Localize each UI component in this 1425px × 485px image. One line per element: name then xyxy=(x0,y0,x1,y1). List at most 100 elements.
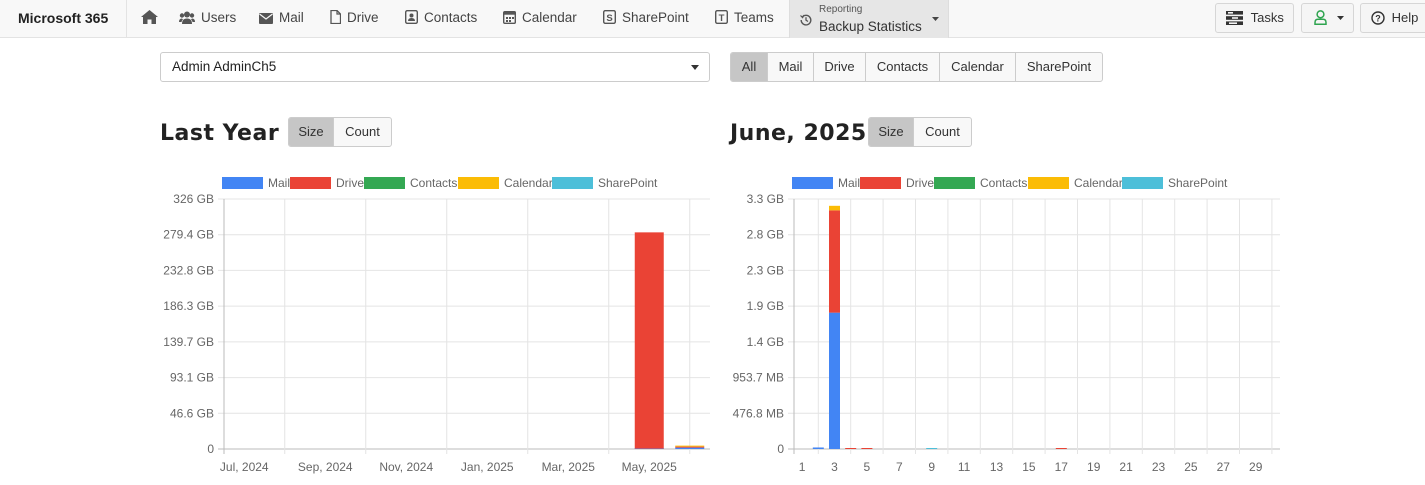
service-filter-calendar[interactable]: Calendar xyxy=(940,53,1016,81)
last-year-size-button[interactable]: Size xyxy=(289,118,334,146)
legend-item-mail[interactable]: Mail xyxy=(222,176,290,190)
home-icon xyxy=(141,10,158,24)
service-filter-drive[interactable]: Drive xyxy=(814,53,866,81)
chart-last-year: 0 46.6 GB 93.1 GB 139.7 GB 186.3 GB 232.8 GB 2… xyxy=(163,192,710,474)
user-select[interactable]: Admin AdminCh5 xyxy=(160,52,710,82)
x-tick-label: Jan, 2025 xyxy=(461,460,514,474)
file-icon xyxy=(330,9,342,25)
x-tick-label: 9 xyxy=(928,460,935,474)
y-tick-label: 476.8 MB xyxy=(733,406,784,420)
legend-item-drive[interactable]: Drive xyxy=(290,176,364,190)
nav-home[interactable] xyxy=(141,0,164,37)
x-tick-label: 3 xyxy=(831,460,838,474)
help-label: Help xyxy=(1391,10,1419,25)
nav-reporting-dropdown[interactable]: Reporting Backup Statistics xyxy=(789,0,949,38)
nav-teams[interactable]: T Teams xyxy=(714,0,774,37)
x-tick-label: 17 xyxy=(1055,460,1069,474)
service-filter-mail[interactable]: Mail xyxy=(768,53,814,81)
nav-drive-label: Drive xyxy=(347,10,379,25)
x-tick-label: Jul, 2024 xyxy=(220,460,269,474)
legend-item-contacts[interactable]: Contacts xyxy=(934,176,1027,190)
x-tick-label: 7 xyxy=(896,460,903,474)
legend-label: Drive xyxy=(906,176,935,190)
nav-calendar[interactable]: Calendar xyxy=(502,0,577,37)
y-tick-label: 326 GB xyxy=(173,192,214,206)
service-filter-contacts[interactable]: Contacts xyxy=(866,53,940,81)
tasks-icon xyxy=(1226,11,1243,25)
brand-title[interactable]: Microsoft 365 xyxy=(0,0,127,38)
legend-swatch xyxy=(1122,177,1163,189)
x-tick-label: 21 xyxy=(1119,460,1133,474)
calendar-icon xyxy=(502,11,517,25)
x-tick-label: 25 xyxy=(1184,460,1198,474)
bar-calendar xyxy=(829,205,840,211)
svg-text:T: T xyxy=(719,13,725,24)
month-count-button[interactable]: Count xyxy=(925,124,960,139)
history-icon xyxy=(800,14,812,26)
bar-mail xyxy=(829,312,840,449)
x-tick-label: Sep, 2024 xyxy=(298,460,353,474)
legend-swatch xyxy=(458,177,499,189)
last-year-metric-toggle: Size Count xyxy=(288,117,392,147)
tasks-button[interactable]: Tasks xyxy=(1215,3,1294,33)
service-filter-sharepoint[interactable]: SharePoint xyxy=(1026,59,1092,74)
legend-label: SharePoint xyxy=(598,176,658,190)
y-tick-label: 93.1 GB xyxy=(170,371,214,385)
legend-label: Contacts xyxy=(980,176,1028,190)
legend-label: Mail xyxy=(268,176,291,190)
month-size-button[interactable]: Size xyxy=(869,118,914,146)
service-filter-all[interactable]: All xyxy=(731,53,768,81)
legend-item-drive[interactable]: Drive xyxy=(860,176,934,190)
last-year-count-button[interactable]: Count xyxy=(345,124,380,139)
x-tick-label: May, 2025 xyxy=(622,460,677,474)
legend-item-calendar[interactable]: Calendar xyxy=(1028,176,1123,190)
y-tick-label: 279.4 GB xyxy=(163,228,214,242)
legend-swatch xyxy=(1028,177,1069,189)
legend-item-mail[interactable]: Mail xyxy=(792,176,860,190)
nav-users[interactable]: Users xyxy=(179,0,236,37)
legend-item-calendar[interactable]: Calendar xyxy=(458,176,553,190)
bar-drive xyxy=(675,446,705,448)
nav-sharepoint[interactable]: S SharePoint xyxy=(602,0,689,37)
nav-active-page: Backup Statistics xyxy=(819,19,922,34)
bar-drive xyxy=(829,210,840,313)
contact-card-icon xyxy=(404,9,419,25)
x-tick-label: 27 xyxy=(1217,460,1231,474)
y-tick-label: 46.6 GB xyxy=(170,406,214,420)
user-menu-button[interactable] xyxy=(1301,3,1354,33)
caret-down-icon xyxy=(691,65,699,70)
help-button[interactable]: ? Help xyxy=(1360,3,1425,33)
y-tick-label: 139.7 GB xyxy=(163,335,214,349)
y-tick-label: 953.7 MB xyxy=(733,371,784,385)
nav-calendar-label: Calendar xyxy=(522,10,577,25)
x-tick-label: 15 xyxy=(1022,460,1036,474)
x-tick-label: 29 xyxy=(1249,460,1263,474)
y-tick-label: 2.3 GB xyxy=(747,263,784,277)
nav-mail[interactable]: Mail xyxy=(259,0,304,37)
legend-label: Calendar xyxy=(504,176,553,190)
legend-label: Calendar xyxy=(1074,176,1123,190)
user-icon xyxy=(1314,10,1327,25)
bar-calendar xyxy=(675,445,705,447)
nav-drive[interactable]: Drive xyxy=(330,0,379,37)
x-tick-label: 5 xyxy=(864,460,871,474)
nav-teams-label: Teams xyxy=(734,10,774,25)
nav-contacts[interactable]: Contacts xyxy=(404,0,478,37)
y-tick-label: 1.4 GB xyxy=(747,335,784,349)
bar-drive xyxy=(845,448,857,449)
y-tick-label: 3.3 GB xyxy=(747,192,784,206)
x-tick-label: 23 xyxy=(1152,460,1166,474)
legend-swatch xyxy=(792,177,833,189)
caret-down-icon xyxy=(932,17,939,21)
nav-group-label: Reporting xyxy=(819,4,863,15)
nav-contacts-label: Contacts xyxy=(424,10,478,25)
legend-item-sharepoint[interactable]: SharePoint xyxy=(1122,176,1227,190)
bar-drive xyxy=(861,448,873,449)
teams-icon: T xyxy=(714,9,729,25)
nav-sharepoint-label: SharePoint xyxy=(622,10,689,25)
legend-item-sharepoint[interactable]: SharePoint xyxy=(552,176,657,190)
x-tick-label: 13 xyxy=(990,460,1004,474)
y-tick-label: 2.8 GB xyxy=(747,228,784,242)
legend-item-contacts[interactable]: Contacts xyxy=(364,176,457,190)
bar-mail xyxy=(675,447,705,449)
